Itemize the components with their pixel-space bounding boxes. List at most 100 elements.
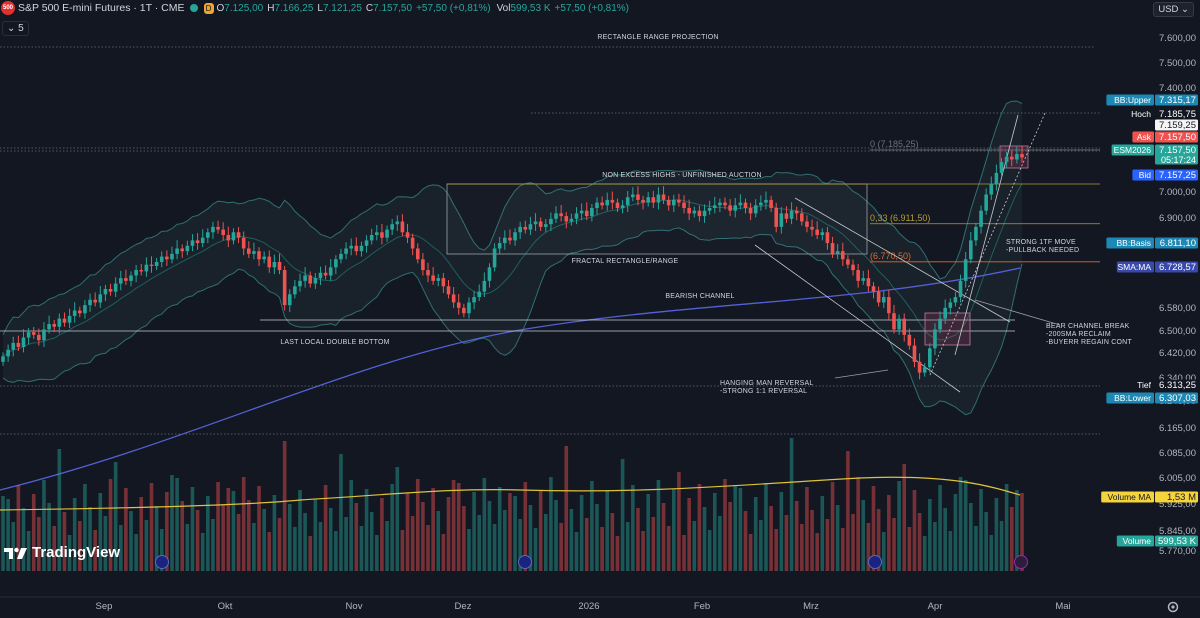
candle-body	[124, 278, 128, 281]
candle-body	[185, 245, 190, 252]
candle-body	[646, 197, 650, 203]
candle-body	[446, 286, 451, 295]
volume-bar	[646, 494, 650, 571]
candle-body	[738, 202, 743, 206]
candle-body	[21, 337, 26, 347]
volume-bar	[472, 492, 476, 571]
price-tag-value-bg	[1155, 131, 1198, 143]
candle-body	[661, 194, 666, 200]
fib-level-label: 0,33 (6.911,50)	[870, 213, 930, 223]
x-tick-label: Apr	[928, 601, 943, 612]
candle-body	[789, 210, 794, 219]
candle-body	[1, 356, 5, 362]
price-tag-value-bg	[1155, 491, 1198, 503]
candle-body	[313, 278, 318, 284]
volume-bar	[933, 522, 937, 571]
price-tag-value: 6.728,57	[1159, 262, 1196, 273]
volume-bar	[579, 495, 584, 571]
candle-body	[1015, 154, 1019, 160]
candle-body	[262, 256, 266, 260]
candle-body	[569, 218, 574, 222]
candle-body	[277, 261, 282, 271]
volume-bar	[344, 517, 348, 571]
volume-bar	[390, 484, 394, 571]
currency-selector[interactable]: USD ⌄	[1153, 2, 1194, 17]
volume-label: Vol	[496, 2, 511, 14]
candle-body	[692, 210, 697, 214]
candle-body	[897, 318, 901, 330]
volume-bar	[221, 505, 225, 571]
y-tick-label: 6.420,00	[1159, 348, 1196, 359]
data-badge[interactable]: D	[203, 2, 214, 14]
indicator-collapse-toggle[interactable]: ⌄ 5	[2, 21, 29, 36]
volume-bar	[113, 462, 118, 571]
candle-body	[805, 221, 809, 227]
volume-bar	[789, 438, 794, 571]
volume-bar	[380, 498, 384, 571]
volume-bar	[262, 509, 266, 571]
volume-bar	[369, 512, 374, 571]
volume-bar	[328, 508, 333, 571]
price-tag-value: 599,53 K	[1158, 536, 1197, 547]
chart-annotation: LAST LOCAL DOUBLE BOTTOM	[280, 339, 389, 346]
candle-body	[856, 270, 860, 281]
volume-bar	[98, 493, 103, 571]
candle-body	[984, 194, 988, 211]
volume-bar	[963, 480, 968, 571]
price-tag-label-bg	[1127, 108, 1154, 120]
volume-bar	[707, 530, 712, 571]
candle-body	[723, 202, 727, 206]
price-tag-label-bg	[1132, 131, 1154, 143]
ohlc-close: 7.157,50	[373, 2, 413, 14]
volume-bar	[37, 517, 41, 571]
bb-basis-line	[2, 183, 1023, 357]
event-marker-icon	[155, 555, 169, 569]
chart-annotation: HANGING MAN REVERSAL	[720, 380, 813, 387]
volume-bar	[467, 529, 471, 571]
volume-bar	[666, 526, 671, 571]
candle-body	[840, 251, 845, 260]
y-tick-label: 6.500,00	[1159, 326, 1196, 337]
volume-bar	[989, 535, 994, 571]
volume-bar	[948, 531, 953, 571]
chart-annotation: -PULLBACK NEEDED	[1006, 247, 1079, 254]
volume-bar	[16, 485, 21, 571]
y-tick-label: 7.500,00	[1159, 58, 1196, 69]
chevron-down-icon: ⌄	[1181, 4, 1189, 15]
price-tag-label-bg	[1116, 535, 1154, 547]
volume-bar	[78, 521, 82, 571]
volume-bar	[738, 488, 743, 571]
candle-body	[287, 294, 292, 306]
volume-bar	[728, 502, 732, 571]
gear-icon[interactable]	[1166, 600, 1180, 614]
candle-body	[871, 286, 876, 292]
volume-bar	[564, 446, 569, 571]
candle-body	[610, 199, 615, 203]
volume-bar	[671, 489, 676, 571]
candle-body	[718, 202, 722, 206]
chart-annotation: NON EXCESS HIGHS - UNFINISHED AUCTION	[602, 172, 761, 179]
symbol-title[interactable]: S&P 500 E-mini Futures · 1T · CME	[18, 2, 185, 14]
volume-bar	[912, 490, 917, 571]
volume-bar	[887, 495, 891, 571]
volume-bar	[129, 511, 133, 571]
candle-body	[415, 248, 420, 260]
candle-body	[369, 234, 374, 241]
volume-bar	[866, 523, 871, 571]
candle-body	[943, 307, 947, 319]
volume-bar	[139, 497, 144, 571]
volume-bar	[185, 524, 190, 571]
volume-bar	[436, 511, 441, 571]
candle-body	[405, 232, 410, 238]
candle-body	[482, 280, 487, 292]
y-tick-label: 6.165,00	[1159, 423, 1196, 434]
y-tick-label: 7.600,00	[1159, 33, 1196, 44]
volume-bar	[503, 510, 507, 571]
price-tag-label: Tief	[1137, 380, 1151, 390]
tradingview-logo[interactable]: TradingView	[4, 544, 120, 561]
candle-body	[241, 237, 246, 249]
volume-bar	[697, 484, 702, 571]
price-tag-label-bg	[1132, 169, 1154, 181]
x-tick-label: Feb	[694, 601, 710, 612]
